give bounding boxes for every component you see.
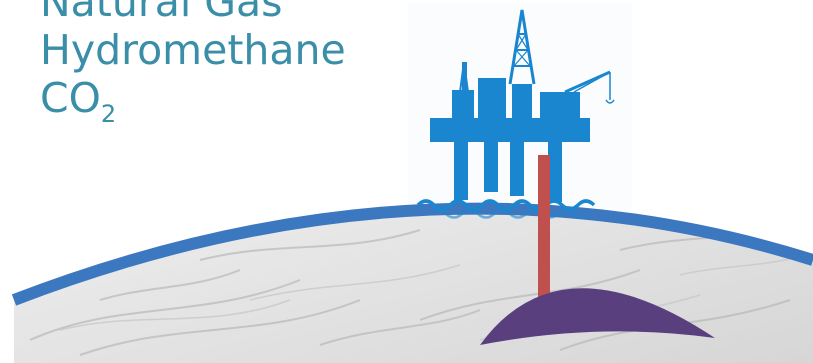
label-co2-subscript: 2 [100,100,117,128]
ocean-band [11,202,813,306]
drill-pipe [538,155,550,300]
derrick-icon [459,9,615,104]
reservoir-dome [480,288,715,345]
gas-labels: Natural Gas Hydromethane CO2 [40,0,346,138]
waves [416,199,596,211]
label-co2: CO2 [40,74,346,138]
oil-platform-icon [430,62,590,202]
label-co2-main: CO [40,74,101,122]
label-hydromethane: Hydromethane [40,26,346,74]
label-natural-gas: Natural Gas [40,0,283,26]
